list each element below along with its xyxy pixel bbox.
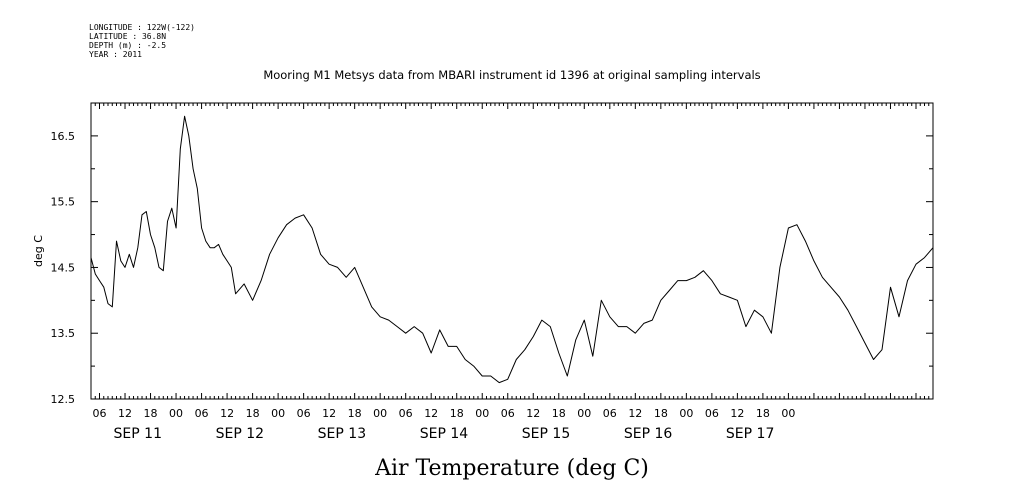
- x-hour-label: 06: [603, 407, 617, 420]
- x-hour-label: 12: [220, 407, 234, 420]
- x-hour-label: 12: [118, 407, 132, 420]
- x-day-label: SEP 13: [318, 426, 366, 442]
- x-hour-label: 18: [654, 407, 668, 420]
- x-day-label: SEP 15: [522, 426, 570, 442]
- x-hour-label: 06: [501, 407, 515, 420]
- x-hour-label: 18: [450, 407, 464, 420]
- x-hour-label: 06: [399, 407, 413, 420]
- x-day-label: SEP 17: [726, 426, 774, 442]
- x-axis: 06 12 18 00 06 12 18 00 06 12 18 00 06 12 18 00 06 12 18 00…: [90, 103, 934, 442]
- series-group: [90, 115, 934, 384]
- x-hour-label: 12: [526, 407, 540, 420]
- x-day-label: SEP 12: [216, 426, 264, 442]
- x-hour-label: 00: [373, 407, 387, 420]
- y-tick-label: 12.5: [51, 393, 76, 406]
- x-hour-label: 00: [169, 407, 183, 420]
- y-axis-label: deg C: [32, 235, 45, 267]
- year-label: YEAR : 2011: [89, 50, 142, 59]
- latitude-label: LATITUDE : 36.8N: [89, 32, 166, 41]
- x-hour-label: 12: [628, 407, 642, 420]
- y-tick-label: 15.5: [51, 196, 76, 209]
- y-axis: 12.5 13.5 14.5 15.5 16.5: [51, 102, 933, 406]
- x-hour-label: 00: [679, 407, 693, 420]
- x-day-label: SEP 14: [420, 426, 469, 442]
- plot-frame: [90, 102, 934, 400]
- x-hour-label: 12: [322, 407, 336, 420]
- x-hour-label: 00: [781, 407, 795, 420]
- x-hour-label: 18: [246, 407, 260, 420]
- x-day-label: SEP 16: [624, 426, 673, 442]
- x-hour-label: 00: [271, 407, 285, 420]
- x-hour-label: 18: [144, 407, 158, 420]
- y-tick-label: 16.5: [51, 130, 76, 143]
- x-hour-label: 12: [730, 407, 744, 420]
- chart-title: Mooring M1 Metsys data from MBARI instru…: [263, 68, 760, 82]
- x-hour-label: 06: [705, 407, 719, 420]
- x-day-label: SEP 11: [114, 426, 162, 442]
- x-hour-label: 12: [424, 407, 438, 420]
- y-tick-label: 14.5: [51, 261, 76, 274]
- x-hour-label: 06: [195, 407, 209, 420]
- x-hour-label: 06: [93, 407, 107, 420]
- x-hour-label: 18: [552, 407, 566, 420]
- x-hour-label: 00: [577, 407, 591, 420]
- x-hour-label: 00: [475, 407, 489, 420]
- series-line: [90, 115, 934, 384]
- x-hour-label: 18: [348, 407, 362, 420]
- y-tick-label: 13.5: [51, 327, 76, 340]
- x-hour-label: 18: [756, 407, 770, 420]
- longitude-label: LONGITUDE : 122W(-122): [89, 23, 195, 32]
- depth-label: DEPTH (m) : -2.5: [89, 41, 166, 50]
- x-hour-label: 06: [297, 407, 311, 420]
- x-axis-title: Air Temperature (deg C): [374, 456, 649, 481]
